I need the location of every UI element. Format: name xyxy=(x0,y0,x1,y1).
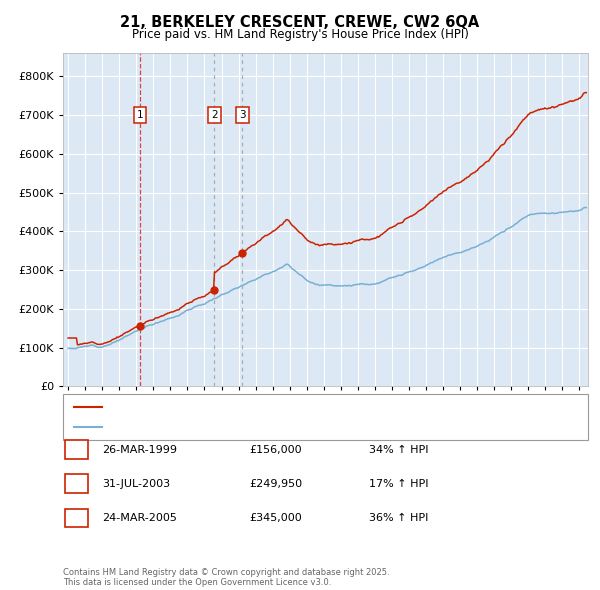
Text: 3: 3 xyxy=(73,513,80,523)
Text: 1: 1 xyxy=(73,445,80,454)
Text: 2: 2 xyxy=(73,479,80,489)
Text: Contains HM Land Registry data © Crown copyright and database right 2025.: Contains HM Land Registry data © Crown c… xyxy=(63,568,389,577)
Text: 31-JUL-2003: 31-JUL-2003 xyxy=(102,479,170,489)
Text: 26-MAR-1999: 26-MAR-1999 xyxy=(102,445,177,454)
Text: 21, BERKELEY CRESCENT, CREWE, CW2 6QA (detached house): 21, BERKELEY CRESCENT, CREWE, CW2 6QA (d… xyxy=(106,402,433,412)
Text: 1: 1 xyxy=(137,110,143,120)
Text: Price paid vs. HM Land Registry's House Price Index (HPI): Price paid vs. HM Land Registry's House … xyxy=(131,28,469,41)
Text: £156,000: £156,000 xyxy=(249,445,302,454)
Text: 21, BERKELEY CRESCENT, CREWE, CW2 6QA: 21, BERKELEY CRESCENT, CREWE, CW2 6QA xyxy=(121,15,479,30)
Text: 2: 2 xyxy=(211,110,218,120)
Text: This data is licensed under the Open Government Licence v3.0.: This data is licensed under the Open Gov… xyxy=(63,578,331,588)
Text: £345,000: £345,000 xyxy=(249,513,302,523)
Text: 34% ↑ HPI: 34% ↑ HPI xyxy=(369,445,428,454)
Text: 17% ↑ HPI: 17% ↑ HPI xyxy=(369,479,428,489)
Text: £249,950: £249,950 xyxy=(249,479,302,489)
Text: 3: 3 xyxy=(239,110,246,120)
Text: HPI: Average price, detached house, Cheshire East: HPI: Average price, detached house, Ches… xyxy=(106,422,371,432)
Text: 36% ↑ HPI: 36% ↑ HPI xyxy=(369,513,428,523)
Text: 24-MAR-2005: 24-MAR-2005 xyxy=(102,513,177,523)
